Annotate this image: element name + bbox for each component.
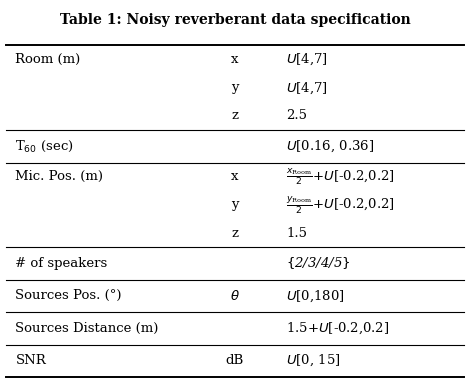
Text: 1.5: 1.5: [286, 227, 307, 240]
Text: x: x: [231, 170, 239, 183]
Text: z: z: [232, 227, 238, 240]
Text: dB: dB: [226, 354, 244, 367]
Text: $\mathit{U}$[0, 15]: $\mathit{U}$[0, 15]: [286, 353, 341, 369]
Text: $\frac{x_{\mathregular{Room}}}{2}$$+\mathit{U}$[-0.2,0.2]: $\frac{x_{\mathregular{Room}}}{2}$$+\mat…: [286, 166, 395, 187]
Text: SNR: SNR: [16, 354, 46, 367]
Text: $\{$2/3/4/5$\}$: $\{$2/3/4/5$\}$: [286, 256, 351, 271]
Text: Room (m): Room (m): [16, 53, 81, 66]
Text: 2.5: 2.5: [286, 110, 307, 122]
Text: # of speakers: # of speakers: [16, 257, 108, 270]
Text: Mic. Pos. (m): Mic. Pos. (m): [16, 170, 103, 183]
Text: x: x: [231, 53, 239, 66]
Text: Sources Pos. (°): Sources Pos. (°): [16, 290, 122, 302]
Text: $\frac{y_{\mathregular{Room}}}{2}$$+\mathit{U}$[-0.2,0.2]: $\frac{y_{\mathregular{Room}}}{2}$$+\mat…: [286, 194, 395, 216]
Text: 1.5$+\mathit{U}$[-0.2,0.2]: 1.5$+\mathit{U}$[-0.2,0.2]: [286, 320, 390, 336]
Text: $\theta$: $\theta$: [230, 289, 240, 303]
Text: $\mathit{U}$[0,180]: $\mathit{U}$[0,180]: [286, 288, 345, 303]
Text: y: y: [231, 198, 239, 212]
Text: z: z: [232, 110, 238, 122]
Text: $\mathit{U}$[4,7]: $\mathit{U}$[4,7]: [286, 52, 329, 67]
Text: T$_{60}$ (sec): T$_{60}$ (sec): [16, 139, 74, 154]
Text: y: y: [231, 81, 239, 94]
Text: Table 1: Noisy reverberant data specification: Table 1: Noisy reverberant data specific…: [60, 13, 410, 27]
Text: $\mathit{U}$[4,7]: $\mathit{U}$[4,7]: [286, 80, 329, 95]
Text: Sources Distance (m): Sources Distance (m): [16, 322, 159, 335]
Text: $\mathit{U}$[0.16, 0.36]: $\mathit{U}$[0.16, 0.36]: [286, 139, 375, 154]
